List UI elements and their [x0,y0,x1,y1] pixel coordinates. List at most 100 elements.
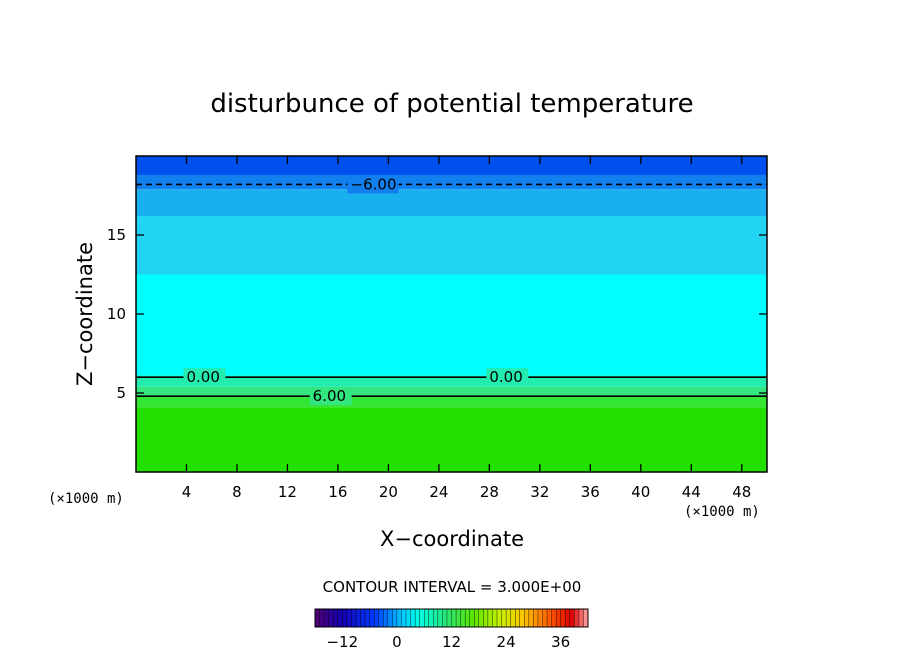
colorbar-cell-43 [510,608,516,628]
contour-6-label-bg-0 [309,387,352,406]
colorbar-cell-42 [505,608,512,628]
colorbar-cell-30 [451,608,457,628]
field-band-3 [136,375,767,387]
colorbar-cell-17 [392,608,398,628]
contour-0-label-0: 0.00 [186,368,219,386]
colorbar-cell-52 [551,608,557,628]
y-axis-ticks: 5 10 15 [107,226,767,402]
colorbar-cell-44 [515,608,521,628]
colorbar-cell-20 [405,608,412,628]
colorbar-cell-45 [519,608,525,628]
colorbar-cell-33 [464,608,471,628]
x-tick-label-3: 16 [328,483,347,501]
x-tick-label-8: 36 [581,483,600,501]
x-tick-label-1: 8 [232,483,242,501]
colorbar-cell-7 [346,608,352,628]
plot-area [136,156,767,472]
y-axis-label: Z−coordinate [73,242,97,386]
colorbar-cell-40 [496,608,503,628]
x-tick-label-9: 40 [631,483,650,501]
contour-0-label-bg-1 [486,368,529,387]
colorbar-tick-label-4: 36 [551,633,570,651]
colorbar: −12 0 12 24 36 [314,608,589,651]
contour-0-label-1: 0.00 [489,368,522,386]
colorbar-tick-label-1: 0 [392,633,402,651]
colorbar-cell-4 [333,608,339,628]
colorbar-cell-31 [455,608,462,628]
contour-minus-6-label-bg-0 [347,175,399,194]
colorbar-tick-label-2: 12 [442,633,461,651]
colorbar-cell-16 [387,608,393,628]
colorbar-cell-8 [351,608,357,628]
x-axis-unit: (×1000 m) [684,504,760,520]
y-tick-label-1: 10 [107,305,126,323]
colorbar-cell-56 [569,608,575,628]
colorbar-cell-19 [401,608,407,628]
colorbar-cell-29 [446,608,453,628]
colorbar-cell-50 [542,608,548,628]
contour-lines: 6.00 0.00 0.00 −6.00 [136,175,767,406]
colorbar-cell-28 [442,608,448,628]
colorbar-cell-41 [501,608,507,628]
colorbar-cell-18 [396,608,402,628]
colorbar-tick-label-0: −12 [326,633,358,651]
colorbar-cell-27 [437,608,443,628]
contour-0-label-bg-0 [183,368,226,387]
colorbar-cell-58 [578,608,584,628]
colorbar-cell-55 [565,608,571,628]
colorbar-cell-38 [487,608,493,628]
x-tick-label-2: 12 [278,483,297,501]
colorbar-cell-49 [537,608,544,628]
colorbar-cell-25 [428,608,434,628]
field-band-1 [136,396,767,408]
colorbar-cell-47 [528,608,534,628]
colorbar-tick-label-3: 24 [497,633,516,651]
field-band-2 [136,386,767,397]
y-axis-unit: (×1000 m) [48,491,124,507]
colorbar-cell-46 [524,608,530,628]
colorbar-cell-34 [469,608,475,628]
field-band-0 [136,407,767,472]
x-axis-label: X−coordinate [380,527,524,551]
contour-minus-6-label-0: −6.00 [351,175,397,193]
x-tick-label-10: 44 [682,483,701,501]
colorbar-cell-6 [342,608,348,628]
colorbar-cell-15 [383,608,389,628]
field-band-8 [136,156,767,175]
colorbar-cell-23 [419,608,425,628]
colorbar-cell-54 [560,608,566,628]
colorbar-cell-37 [483,608,489,628]
colorbar-cell-51 [546,608,553,628]
x-tick-label-6: 28 [480,483,499,501]
colorbar-frame [314,608,589,628]
field-band-6 [136,189,767,217]
x-tick-label-0: 4 [182,483,192,501]
x-tick-label-11: 48 [732,483,751,501]
colorbar-cell-0 [314,608,321,628]
colorbar-cell-21 [410,608,416,628]
colorbar-cell-57 [574,608,580,628]
colorbar-cell-13 [373,608,380,628]
x-tick-label-7: 32 [530,483,549,501]
field-band-7 [136,174,767,190]
contour-interval-text: CONTOUR INTERVAL = 3.000E+00 [323,578,582,596]
colorbar-cell-24 [424,608,430,628]
colorbar-cell-3 [328,608,334,628]
colorbar-cell-14 [378,608,384,628]
colorbar-cell-1 [319,608,325,628]
field-band-5 [136,216,767,275]
x-tick-label-5: 24 [429,483,448,501]
colorbar-cell-48 [533,608,539,628]
chart-title: disturbunce of potential temperature [210,89,693,119]
colorbar-cell-12 [369,608,375,628]
x-tick-label-4: 20 [379,483,398,501]
colorbar-cell-36 [478,608,484,628]
y-tick-label-2: 15 [107,226,126,244]
field-band-4 [136,274,767,376]
colorbar-cell-10 [360,608,366,628]
x-axis-ticks: 4 8 12 16 20 24 28 32 36 40 44 48 [182,156,751,501]
colorbar-cell-2 [323,608,330,628]
y-tick-label-0: 5 [116,384,126,402]
contour-6-label-0: 6.00 [313,387,346,405]
